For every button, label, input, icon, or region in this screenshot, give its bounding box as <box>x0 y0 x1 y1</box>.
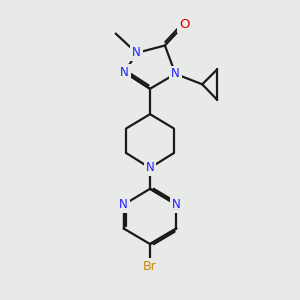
Text: N: N <box>119 198 128 211</box>
Text: N: N <box>172 198 181 211</box>
Text: N: N <box>132 46 141 59</box>
Text: O: O <box>179 18 190 31</box>
Text: N: N <box>171 68 180 80</box>
Text: N: N <box>146 161 154 174</box>
Text: N: N <box>120 66 129 79</box>
Text: Br: Br <box>143 260 157 273</box>
